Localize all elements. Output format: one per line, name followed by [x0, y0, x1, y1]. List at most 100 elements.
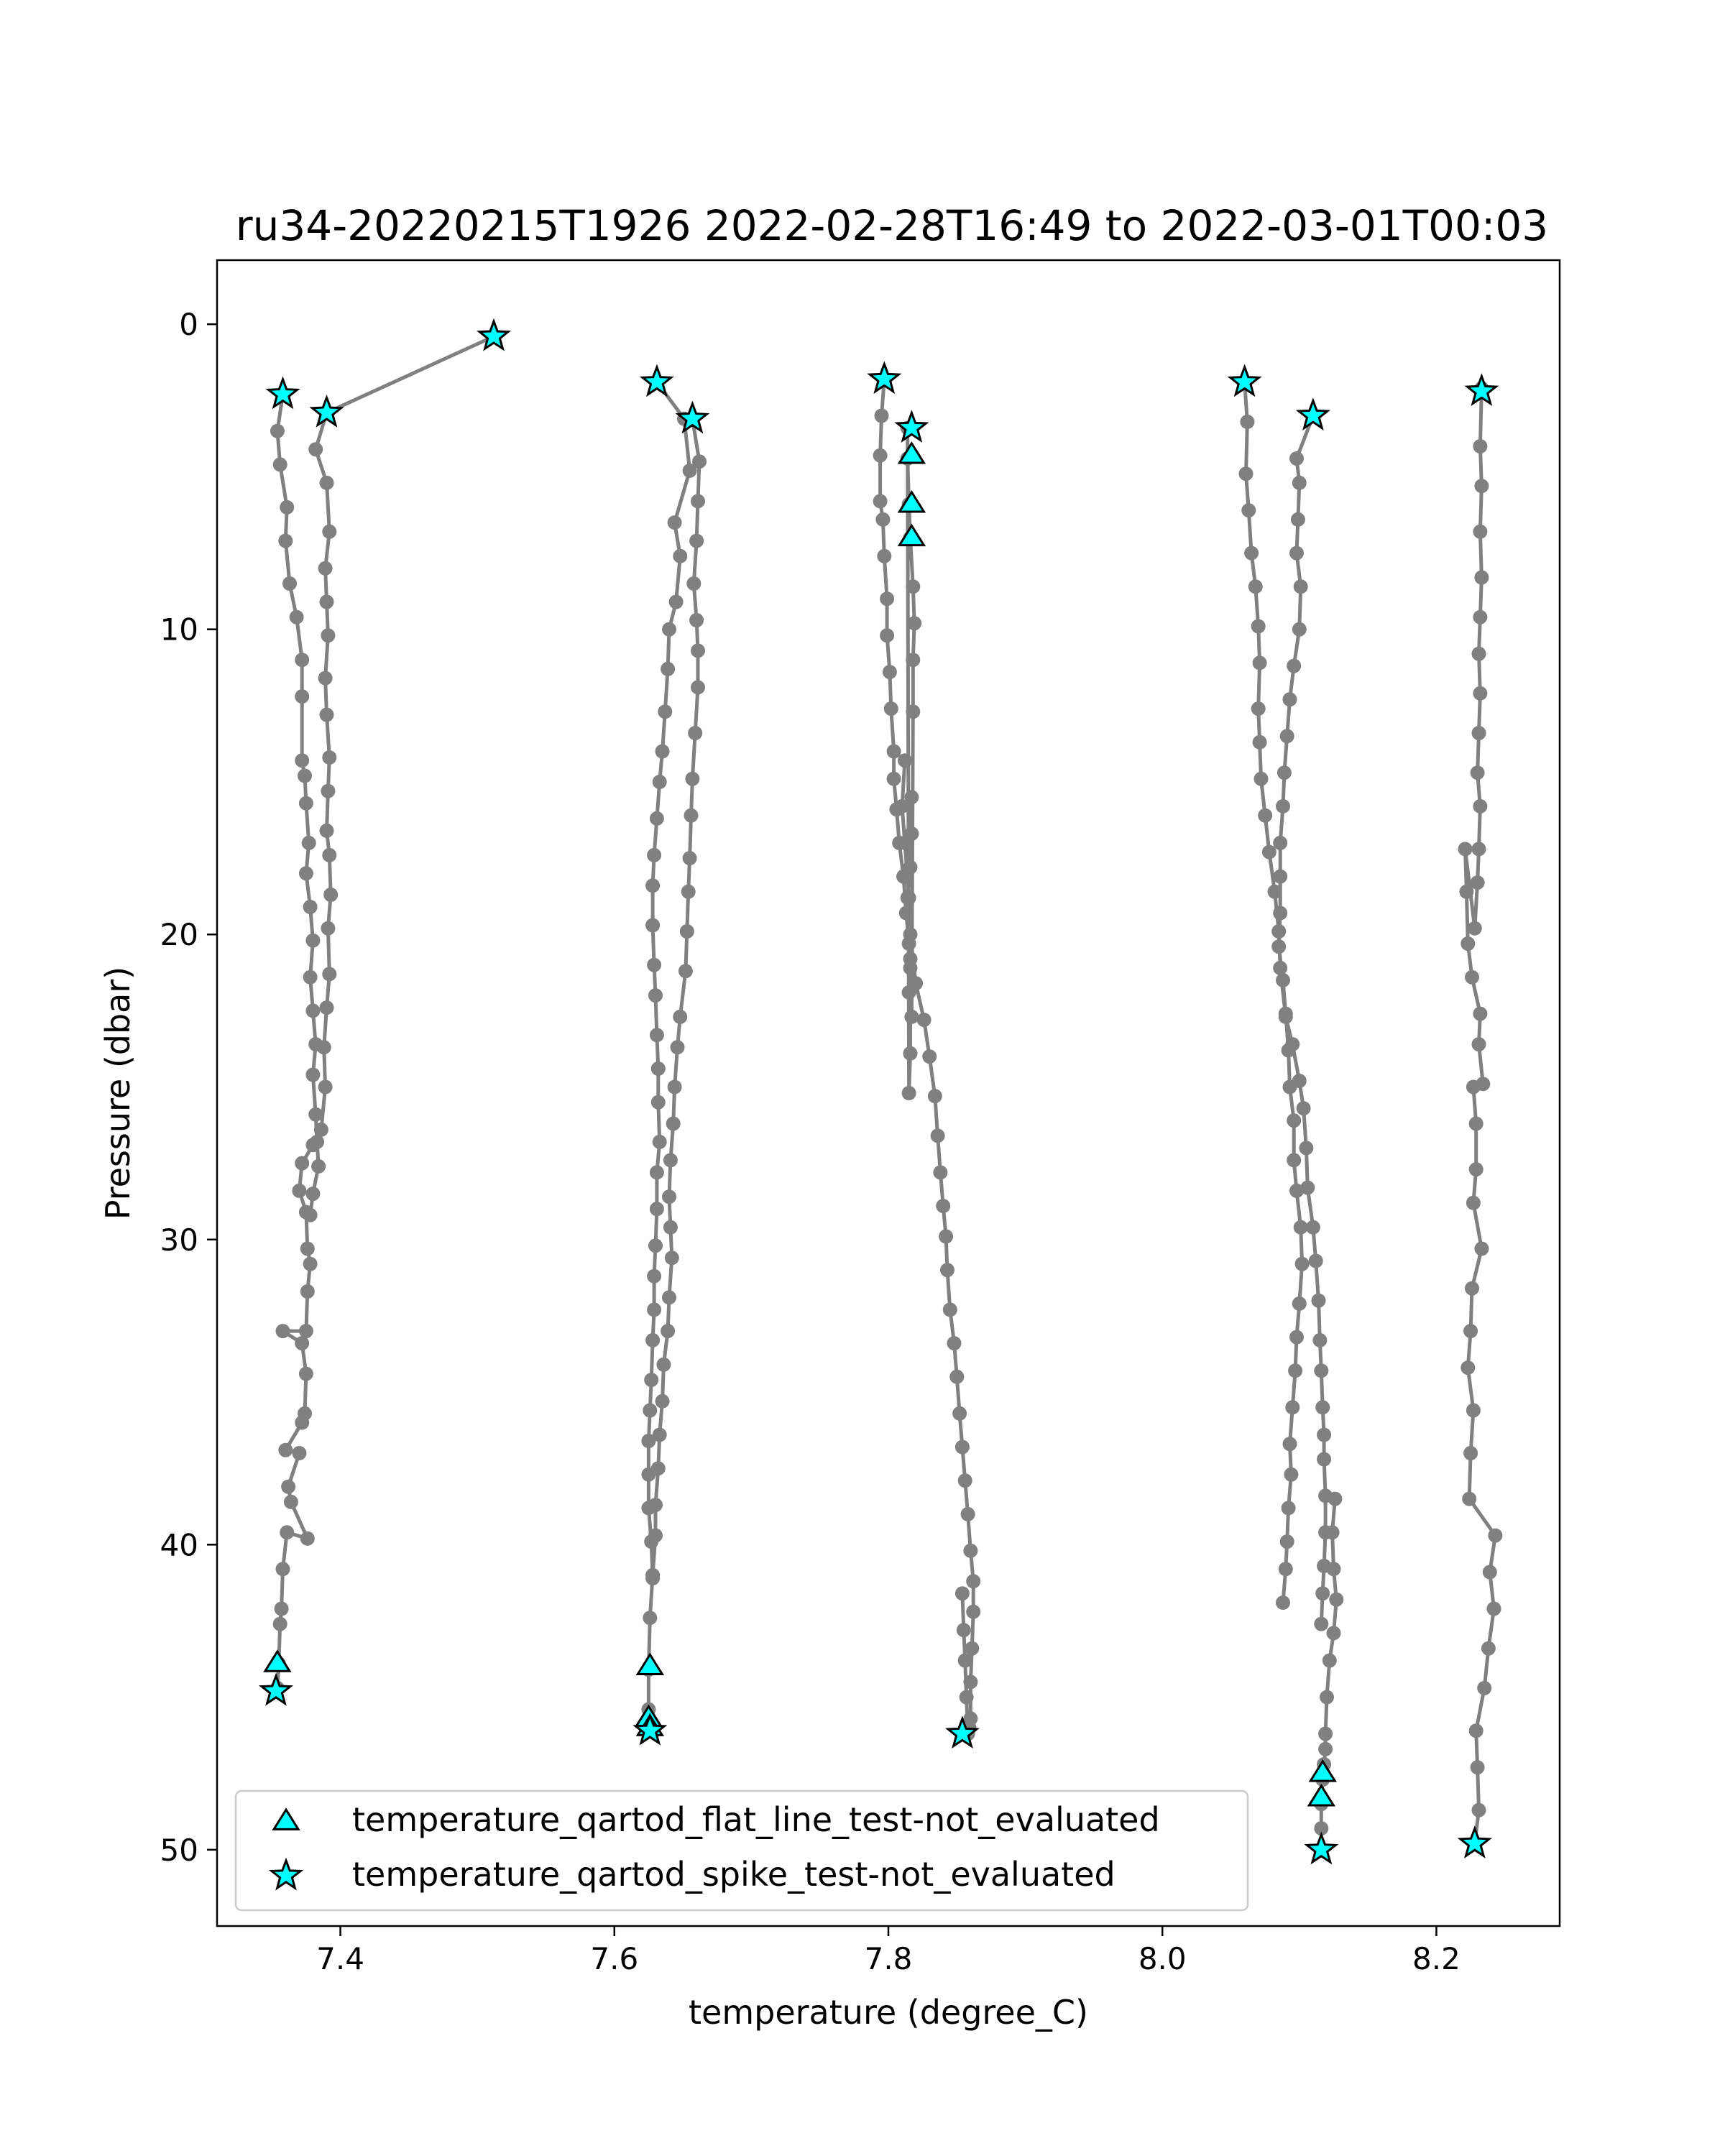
- series-point: [1285, 1400, 1300, 1415]
- series-point: [318, 1079, 333, 1095]
- series-point: [1466, 1195, 1481, 1210]
- series-point: [305, 933, 321, 948]
- series-point: [292, 1446, 307, 1460]
- series-point: [908, 976, 924, 991]
- spike-marker: [258, 1672, 293, 1706]
- series-point: [1473, 1006, 1488, 1021]
- series-point: [318, 561, 333, 576]
- series-point: [966, 1604, 981, 1619]
- series-point: [662, 622, 676, 637]
- series-point: [880, 591, 895, 607]
- series-point: [681, 884, 696, 899]
- series-point: [1463, 1446, 1478, 1460]
- x-tick-label: 7.6: [590, 1941, 638, 1976]
- series-point: [1311, 1293, 1326, 1308]
- series-point: [1473, 686, 1488, 701]
- series-point: [901, 890, 916, 906]
- spike-marker: [309, 395, 344, 428]
- series-point: [1317, 1427, 1332, 1442]
- series-point: [1251, 701, 1266, 717]
- series-line-2: [646, 381, 692, 1579]
- series-point: [1477, 1680, 1492, 1695]
- legend-triangle-shape: [272, 1807, 300, 1830]
- series-point: [1281, 1501, 1296, 1516]
- series-point: [960, 1506, 975, 1521]
- series-point: [906, 653, 921, 668]
- series-point: [1463, 1324, 1478, 1339]
- series-point: [1252, 734, 1267, 750]
- series-point: [1294, 1256, 1310, 1271]
- series-point: [877, 548, 892, 563]
- series-point: [682, 463, 697, 478]
- series-point: [682, 851, 697, 866]
- series-point: [1320, 1690, 1334, 1705]
- series-point: [647, 1268, 662, 1284]
- series-point: [684, 808, 699, 823]
- series-point: [298, 1324, 313, 1339]
- series-point: [1287, 1113, 1302, 1128]
- series-point: [272, 457, 288, 472]
- series-point: [644, 1373, 659, 1388]
- series-point: [308, 1037, 323, 1052]
- series-point: [1251, 619, 1266, 634]
- series-point: [1287, 1153, 1302, 1168]
- series-point: [305, 1187, 321, 1202]
- series-point: [663, 1153, 678, 1168]
- series-point: [295, 1156, 310, 1171]
- series-point: [1465, 1281, 1479, 1296]
- series-point: [272, 1616, 288, 1631]
- series-point: [1258, 808, 1273, 823]
- series-point: [904, 790, 919, 805]
- series-point: [883, 701, 898, 717]
- series-point: [691, 680, 705, 695]
- series-point: [301, 835, 316, 850]
- series-point: [1284, 1467, 1299, 1482]
- series-point: [1273, 835, 1288, 850]
- legend-triangle-marker: [272, 1807, 300, 1830]
- series-point: [1328, 1491, 1343, 1506]
- series-point: [1314, 1821, 1329, 1836]
- series-point: [668, 594, 684, 609]
- series-point: [1474, 570, 1489, 585]
- series-point: [963, 1674, 978, 1690]
- series-point: [954, 1439, 970, 1455]
- series-point: [1299, 1141, 1314, 1156]
- series-point: [1468, 1116, 1484, 1131]
- series-point: [1276, 972, 1290, 987]
- series-point: [949, 1369, 965, 1384]
- series-point: [875, 512, 891, 527]
- series-point: [298, 796, 313, 811]
- series-point: [1248, 579, 1263, 594]
- series-point: [663, 1220, 678, 1235]
- series-point: [650, 1061, 666, 1076]
- x-axis-label: temperature (degree_C): [689, 1993, 1088, 2032]
- series-point: [906, 579, 921, 594]
- series-point: [1244, 545, 1259, 561]
- series-point: [922, 1049, 937, 1064]
- series-point: [661, 661, 676, 676]
- series-point: [282, 576, 297, 591]
- series-point: [907, 616, 922, 631]
- series-point: [1468, 1723, 1484, 1738]
- flat-line-marker: [897, 441, 926, 464]
- legend-label-flat-line: temperature_qartod_flat_line_test-not_ev…: [352, 1800, 1160, 1839]
- series-point: [1276, 798, 1290, 814]
- series-point: [1471, 1037, 1486, 1052]
- series-point: [303, 969, 318, 985]
- legend-label-spike: temperature_qartod_spike_test-not_evalua…: [352, 1855, 1116, 1894]
- series-point: [1288, 1363, 1303, 1378]
- legend-star-shape: [268, 1857, 304, 1891]
- series-point: [305, 1003, 321, 1018]
- series-point: [916, 1013, 932, 1028]
- series-point: [1315, 1400, 1330, 1415]
- series-point: [298, 768, 312, 783]
- series-point: [321, 628, 336, 643]
- series-point: [662, 1189, 676, 1204]
- y-tick-label: 30: [160, 1222, 198, 1258]
- series-point: [649, 811, 664, 826]
- series-point: [1326, 1562, 1341, 1577]
- series-point: [1470, 1760, 1485, 1775]
- y-tick-label: 10: [160, 612, 198, 648]
- series-point: [1278, 1006, 1293, 1021]
